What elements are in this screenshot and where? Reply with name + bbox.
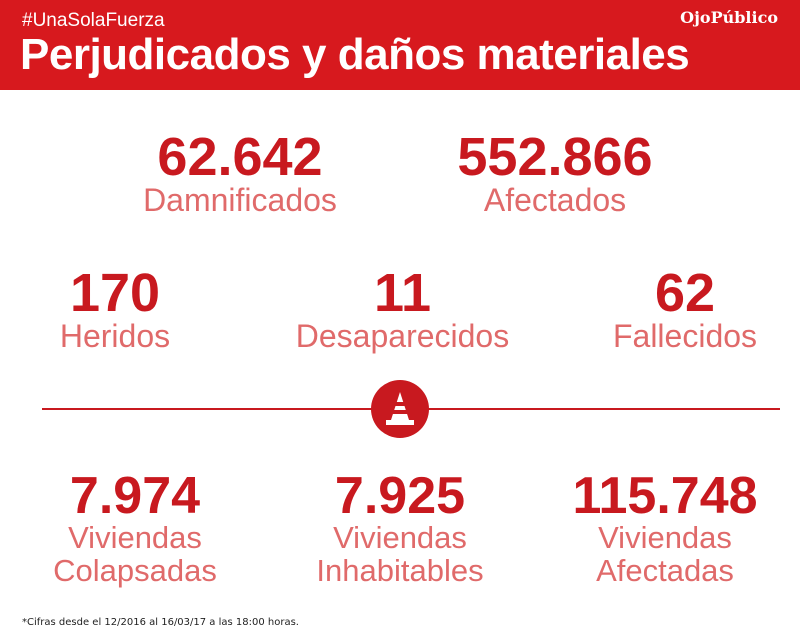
stat-value: 7.925 bbox=[334, 467, 466, 525]
stat-label: Desaparecidos bbox=[295, 318, 510, 354]
stat-value: 11 bbox=[373, 263, 432, 323]
stat-label-line2: Afectadas bbox=[596, 552, 734, 588]
stat-label: Heridos bbox=[59, 318, 171, 354]
stat-desaparecidos: 11 Desaparecidos bbox=[270, 266, 535, 354]
stat-value: 170 bbox=[69, 263, 161, 323]
stat-label-line2: Inhabitables bbox=[316, 552, 484, 588]
stat-value: 552.866 bbox=[457, 127, 653, 187]
footnote: *Cifras desde el 12/2016 al 16/03/17 a l… bbox=[22, 617, 299, 628]
stat-label: Afectados bbox=[483, 182, 627, 218]
stat-value: 62 bbox=[654, 263, 716, 323]
stat-label-line2: Colapsadas bbox=[53, 552, 217, 588]
stat-viviendas-inhabitables: 7.925 Viviendas Inhabitables bbox=[290, 470, 510, 587]
stat-label: Fallecidos bbox=[612, 318, 758, 354]
stat-label: Damnificados bbox=[143, 182, 337, 218]
brand-logo: OjoPúblico bbox=[680, 8, 778, 27]
traffic-cone-icon bbox=[371, 380, 429, 438]
stat-label-line1: Viviendas bbox=[598, 520, 732, 555]
stat-label-line1: Viviendas bbox=[68, 520, 202, 555]
stat-value: 7.974 bbox=[69, 467, 201, 525]
hashtag: #UnaSolaFuerza bbox=[22, 10, 165, 31]
stat-value: 62.642 bbox=[157, 127, 323, 187]
stat-viviendas-colapsadas: 7.974 Viviendas Colapsadas bbox=[30, 470, 240, 587]
header-banner: #UnaSolaFuerza Perjudicados y daños mate… bbox=[0, 0, 800, 90]
stat-damnificados: 62.642 Damnificados bbox=[110, 130, 370, 218]
stat-viviendas-afectadas: 115.748 Viviendas Afectadas bbox=[555, 470, 775, 587]
stat-afectados: 552.866 Afectados bbox=[420, 130, 690, 218]
stat-fallecidos: 62 Fallecidos bbox=[590, 266, 780, 354]
page-title: Perjudicados y daños materiales bbox=[20, 30, 690, 79]
stat-heridos: 170 Heridos bbox=[20, 266, 210, 354]
stat-label-line1: Viviendas bbox=[333, 520, 467, 555]
stat-value: 115.748 bbox=[572, 467, 758, 525]
